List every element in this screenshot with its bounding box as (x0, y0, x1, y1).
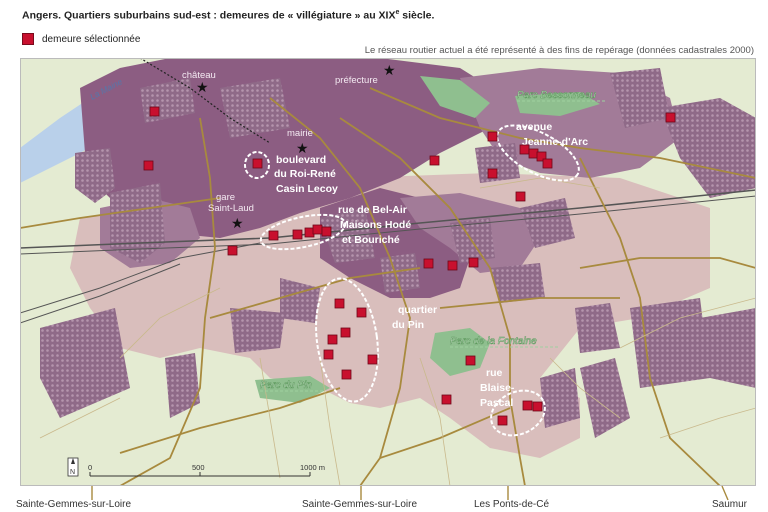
label-ave-1: avenue (516, 121, 552, 133)
landmarks: ★ ★ ★ ★ (196, 62, 396, 231)
legend-label: demeure sélectionnée (42, 33, 141, 45)
house-marker (429, 155, 440, 166)
north-label: N (70, 469, 75, 476)
house-marker (143, 160, 154, 171)
ellipse-blaise-pascal (490, 389, 546, 437)
label-prefecture: préfecture (335, 75, 378, 86)
destination-sainte-gemmes-1: Sainte-Gemmes-sur-Loire (16, 499, 132, 510)
house-marker (227, 245, 238, 256)
destination-leaders (91, 485, 729, 501)
source-note: Le réseau routier actuel a été représent… (364, 45, 754, 56)
ellipse-quartier-pin (315, 277, 379, 403)
label-pin-2: du Pin (392, 319, 424, 331)
roads (20, 87, 756, 486)
scale-label-500: 500 (192, 463, 205, 472)
railway (20, 189, 756, 324)
star-icon: ★ (296, 140, 309, 156)
star-icon: ★ (196, 79, 209, 95)
house-marker (323, 349, 334, 360)
label-parc-bessonneau: Parc Bessonneau (517, 90, 596, 101)
destination-sainte-gemmes-2: Sainte-Gemmes-sur-Loire (302, 499, 418, 510)
house-marker (341, 369, 352, 380)
scale-label-0: 0 (88, 463, 92, 472)
house-marker (149, 106, 160, 117)
legend-marker-icon (22, 33, 34, 45)
label-blaise-2: Blaise- (480, 382, 515, 394)
boundary-line (139, 58, 271, 144)
highlight-ellipses (244, 124, 580, 437)
label-saint-laud: Saint-Laud (208, 203, 254, 214)
dotted-zones (40, 68, 756, 438)
house-marker (536, 151, 547, 162)
label-blaise-1: rue (486, 367, 503, 379)
label-bel-3: et Bouriché (342, 234, 400, 246)
ellipse-bvd-roi-rene (244, 151, 270, 179)
landmark-labels: château préfecture mairie gare Saint-Lau… (182, 70, 378, 214)
label-parc-fontaine: Parc de la Fontaine (450, 336, 537, 347)
ellipse-bel-air (259, 213, 347, 251)
scale-bar: N 0 500 1000 m (67, 457, 325, 477)
house-marker (532, 401, 543, 412)
house-marker (327, 334, 338, 345)
house-marker (519, 144, 530, 155)
house-marker (292, 229, 303, 240)
ellipse-jeanne-darc (496, 124, 580, 182)
label-gare: gare (216, 192, 235, 203)
house-marker (252, 158, 263, 169)
house-marker (515, 191, 526, 202)
label-bvd-2: du Roi-René (274, 168, 336, 180)
label-parc-pin: Parc du Pin (260, 380, 312, 391)
house-marker (487, 168, 498, 179)
house-marker (497, 415, 508, 426)
label-bel-1: rue de Bel-Air (338, 204, 407, 216)
park-labels: Parc Bessonneau Parc de la Fontaine Parc… (260, 90, 597, 392)
label-blaise-3: Pascal (480, 397, 513, 409)
legend: demeure sélectionnée (22, 33, 140, 45)
label-bel-2: Maisons Hodé (340, 219, 411, 231)
label-pin-1: quartier (398, 304, 437, 316)
label-bvd-1: boulevard (276, 154, 326, 166)
house-marker (542, 158, 553, 169)
house-marker (522, 400, 533, 411)
park-underlines (260, 100, 607, 392)
label-ave-2: Jeanne-d'Arc (522, 136, 588, 148)
destination-ponts-de-ce: Les Ponts-de-Cé (474, 499, 550, 510)
house-marker (367, 354, 378, 365)
map-title: Angers. Quartiers suburbains sud-est : d… (22, 9, 435, 22)
house-marker (468, 257, 479, 268)
star-icon: ★ (231, 215, 244, 231)
house-marker (487, 131, 498, 142)
label-mairie: mairie (287, 128, 313, 139)
map-canvas: La Maine ★ ★ ★ ★ château préfecture mair… (20, 58, 756, 486)
house-marker (356, 307, 367, 318)
scale-label-1000: 1000 m (300, 463, 325, 472)
star-icon: ★ (383, 62, 396, 78)
minor-roads (39, 177, 756, 486)
label-chateau: château (182, 70, 216, 81)
house-marker (334, 298, 345, 309)
house-marker (441, 394, 452, 405)
house-marker (665, 112, 676, 123)
house-marker (465, 355, 476, 366)
house-marker (447, 260, 458, 271)
selected-houses (143, 106, 676, 426)
house-marker (321, 226, 332, 237)
house-marker (312, 224, 323, 235)
house-marker (340, 327, 351, 338)
label-bvd-3: Casin Lecoy (276, 183, 338, 195)
house-marker (423, 258, 434, 269)
destination-saumur: Saumur (712, 499, 748, 510)
area-labels: boulevard du Roi-René Casin Lecoy rue de… (274, 121, 588, 409)
house-marker (268, 230, 279, 241)
